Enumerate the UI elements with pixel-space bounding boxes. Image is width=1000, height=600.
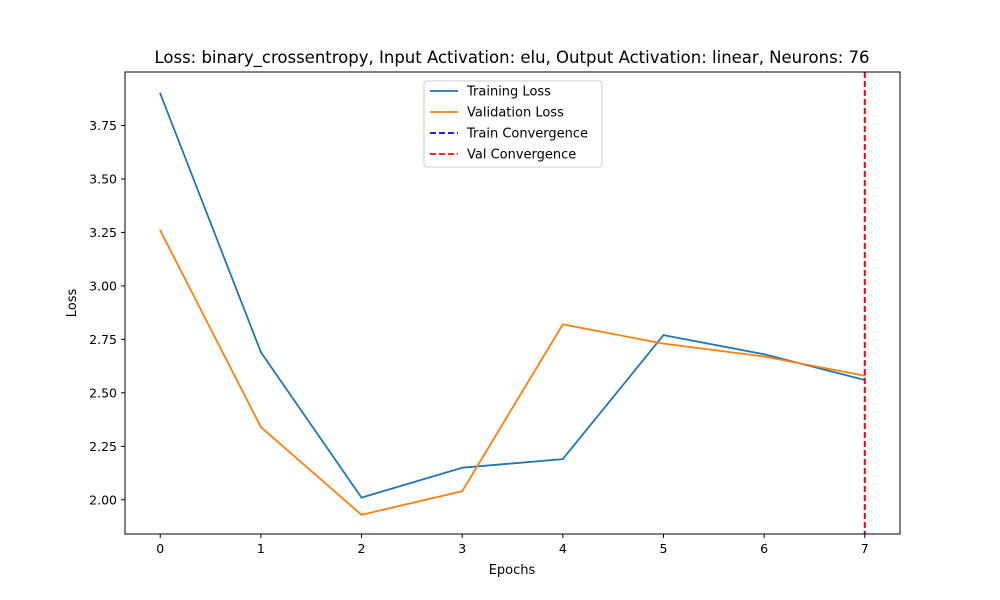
legend-entry-label: Validation Loss <box>467 106 564 121</box>
data-point <box>360 513 363 516</box>
x-tick-label: 1 <box>257 541 265 556</box>
data-point <box>863 374 866 377</box>
data-point <box>259 351 262 354</box>
x-tick-label: 3 <box>458 541 466 556</box>
x-tick-label: 7 <box>861 541 869 556</box>
chart-title: Loss: binary_crossentropy, Input Activat… <box>154 48 869 68</box>
x-axis-label: Epochs <box>489 563 536 578</box>
x-tick-label: 6 <box>760 541 768 556</box>
data-point <box>259 426 262 428</box>
axes-frame <box>124 71 901 535</box>
data-point <box>360 496 363 499</box>
y-tick-label: 2.75 <box>89 332 117 347</box>
axis-ticks: 0 1 2 3 4 5 6 7 2.00 2.25 2.50 2.75 3.00 3.25 3.50 3.75 <box>89 118 869 556</box>
x-tick-label: 4 <box>559 541 567 556</box>
y-axis-label: Loss <box>65 289 80 318</box>
legend: Training Loss Validation Loss Train Conver… <box>423 80 603 168</box>
data-point <box>461 490 464 493</box>
x-tick-label: 5 <box>659 541 667 556</box>
data-point <box>159 229 162 232</box>
data-point <box>561 458 564 461</box>
data-point <box>662 334 665 336</box>
y-tick-label: 2.50 <box>89 385 117 400</box>
data-point <box>662 342 665 345</box>
data-point <box>763 353 766 356</box>
x-tick-label: 2 <box>358 541 366 556</box>
legend-entry-label: Training Loss <box>466 85 551 100</box>
legend-entry-label: Train Convergence <box>466 127 588 142</box>
legend-box <box>423 80 603 168</box>
data-point <box>159 92 162 95</box>
series-line-0 <box>159 93 866 499</box>
y-tick-label: 2.00 <box>89 492 117 507</box>
y-tick-label: 3.75 <box>89 118 117 133</box>
y-tick-label: 3.25 <box>89 225 117 240</box>
data-point <box>461 466 464 469</box>
data-point <box>763 355 766 358</box>
y-tick-label: 2.25 <box>89 439 117 454</box>
plot-area <box>159 72 866 534</box>
data-point <box>561 323 564 326</box>
y-tick-label: 3.50 <box>89 171 117 186</box>
series-line-1 <box>159 229 865 516</box>
legend-entry-label: Val Convergence <box>467 148 576 163</box>
y-tick-label: 3.00 <box>89 278 117 293</box>
x-tick-label: 0 <box>156 541 164 556</box>
